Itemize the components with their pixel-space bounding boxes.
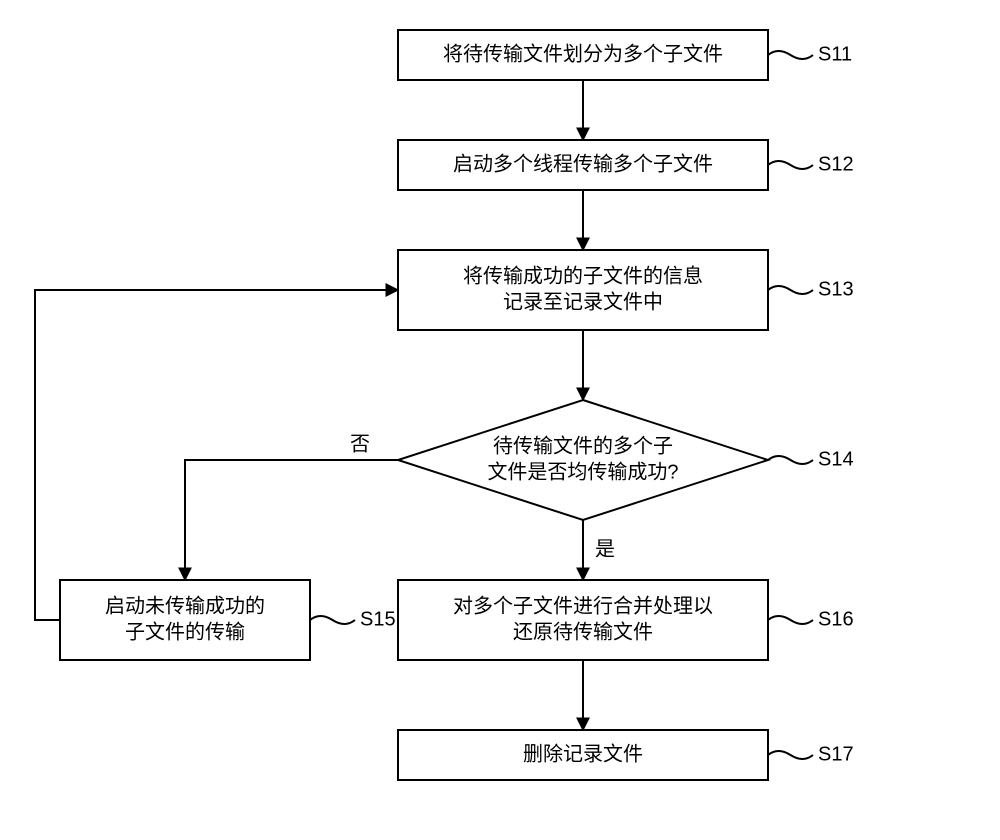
step-label-s12: S12	[818, 153, 854, 175]
step-label-s17: S17	[818, 743, 854, 765]
edge-label-s14-s15: 否	[350, 433, 370, 455]
step-brace	[768, 751, 813, 759]
edge-s15-s13	[35, 290, 398, 620]
nodes-layer: 将待传输文件划分为多个子文件启动多个线程传输多个子文件将传输成功的子文件的信息记…	[60, 30, 768, 780]
step-brace	[768, 456, 813, 464]
node-s17-line0: 删除记录文件	[523, 742, 643, 765]
node-s11: 将待传输文件划分为多个子文件	[398, 30, 768, 80]
node-s15-line1: 子文件的传输	[125, 620, 245, 643]
edge-label-s14-s16: 是	[595, 538, 615, 560]
step-label-s11: S11	[818, 43, 852, 65]
node-s15-line0: 启动未传输成功的	[105, 594, 265, 617]
step-label-s14: S14	[818, 448, 854, 470]
node-s12: 启动多个线程传输多个子文件	[398, 140, 768, 190]
node-s13: 将传输成功的子文件的信息记录至记录文件中	[398, 250, 768, 330]
step-brace	[768, 161, 813, 169]
step-brace	[310, 616, 355, 624]
step-brace	[768, 616, 813, 624]
node-s16-line0: 对多个子文件进行合并处理以	[453, 594, 713, 617]
step-brace	[768, 51, 813, 59]
step-brace	[768, 286, 813, 294]
node-s12-line0: 启动多个线程传输多个子文件	[453, 152, 713, 175]
node-s13-line0: 将传输成功的子文件的信息	[463, 264, 703, 287]
node-s14-line0: 待传输文件的多个子	[493, 434, 673, 457]
node-s16-line1: 还原待传输文件	[513, 620, 653, 643]
node-s14: 待传输文件的多个子文件是否均传输成功?	[398, 400, 768, 520]
node-s16: 对多个子文件进行合并处理以还原待传输文件	[398, 580, 768, 660]
step-label-s16: S16	[818, 608, 854, 630]
node-s17: 删除记录文件	[398, 730, 768, 780]
node-s13-line1: 记录至记录文件中	[503, 290, 663, 313]
node-s11-line0: 将待传输文件划分为多个子文件	[443, 42, 723, 65]
node-s15: 启动未传输成功的子文件的传输	[60, 580, 310, 660]
step-label-s15: S15	[360, 608, 396, 630]
node-s14-line1: 文件是否均传输成功?	[487, 460, 678, 483]
edge-s14-s15	[185, 460, 398, 580]
step-label-s13: S13	[818, 278, 854, 300]
